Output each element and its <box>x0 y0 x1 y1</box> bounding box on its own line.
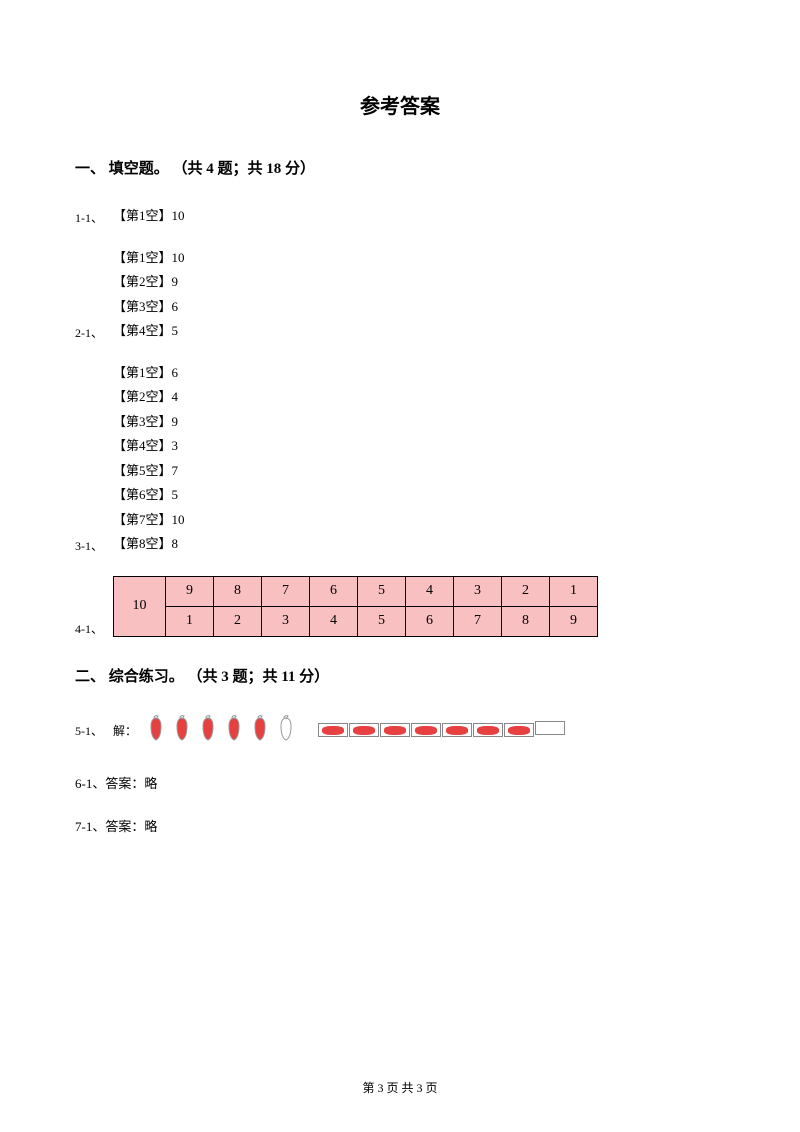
table-cell: 7 <box>454 606 502 636</box>
table-cell: 1 <box>166 606 214 636</box>
question-4-1: 4-1、 10 9 8 7 6 5 4 3 2 1 1 2 3 4 5 6 7 … <box>75 576 725 637</box>
table-row: 10 9 8 7 6 5 4 3 2 1 <box>114 576 598 606</box>
page-footer: 第 3 页 共 3 页 <box>0 1079 800 1096</box>
blank-item: 【第1空】10 <box>113 206 185 226</box>
solve-label: 解： <box>113 722 137 739</box>
blank-item: 【第1空】10 <box>113 248 185 268</box>
page-title: 参考答案 <box>75 90 725 119</box>
blank-item: 【第5空】7 <box>113 461 185 481</box>
pepper-icon <box>247 714 273 742</box>
pepper-group <box>143 714 299 747</box>
table-cell: 2 <box>502 576 550 606</box>
table-cell: 6 <box>406 606 454 636</box>
pepper-icon <box>221 714 247 742</box>
table-cell: 1 <box>550 576 598 606</box>
pepper-icon <box>143 714 169 742</box>
blank-item: 【第8空】8 <box>113 534 185 554</box>
table-cell: 6 <box>310 576 358 606</box>
pepper-icon <box>273 714 299 742</box>
blank-item: 【第7空】10 <box>113 510 185 530</box>
pepper-icon <box>195 714 221 742</box>
table-cell: 3 <box>454 576 502 606</box>
table-cell: 8 <box>502 606 550 636</box>
rect-group <box>317 721 565 740</box>
rect-icon <box>349 723 379 737</box>
table-cell: 9 <box>550 606 598 636</box>
blank-item: 【第1空】6 <box>113 363 185 383</box>
table-cell: 9 <box>166 576 214 606</box>
table-cell: 5 <box>358 606 406 636</box>
rect-icon <box>535 721 565 735</box>
qnum: 6-1、 <box>75 776 105 791</box>
table-cell: 4 <box>310 606 358 636</box>
qnum: 1-1、 <box>75 209 113 226</box>
table-cell: 8 <box>214 576 262 606</box>
blank-item: 【第2空】9 <box>113 272 185 292</box>
blank-item: 【第6空】5 <box>113 485 185 505</box>
table-cell: 3 <box>262 606 310 636</box>
section1-heading: 一、 填空题。 （共 4 题；共 18 分） <box>75 157 725 178</box>
blank-item: 【第4空】3 <box>113 436 185 456</box>
answer-omitted: 答案：略 <box>105 819 157 834</box>
question-2-1: 2-1、 【第1空】10 【第2空】9 【第3空】6 【第4空】5 <box>75 248 725 341</box>
rect-icon <box>473 723 503 737</box>
qnum: 7-1、 <box>75 819 105 834</box>
rect-icon <box>380 723 410 737</box>
question-3-1: 3-1、 【第1空】6 【第2空】4 【第3空】9 【第4空】3 【第5空】7 … <box>75 363 725 554</box>
answer-graphic: 解： <box>113 714 565 747</box>
table-cell: 4 <box>406 576 454 606</box>
blank-item: 【第3空】6 <box>113 297 185 317</box>
table-cell: 5 <box>358 576 406 606</box>
qnum: 4-1、 <box>75 620 113 637</box>
table-cell-ten: 10 <box>114 576 166 636</box>
qnum: 3-1、 <box>75 537 113 554</box>
blank-item: 【第2空】4 <box>113 387 185 407</box>
blank-list: 【第1空】10 <box>113 206 185 226</box>
question-1-1: 1-1、 【第1空】10 <box>75 206 725 226</box>
section2-heading: 二、 综合练习。 （共 3 题；共 11 分） <box>75 665 725 686</box>
rect-icon <box>504 723 534 737</box>
blank-item: 【第3空】9 <box>113 412 185 432</box>
blank-list: 【第1空】10 【第2空】9 【第3空】6 【第4空】5 <box>113 248 185 341</box>
pepper-icon <box>169 714 195 742</box>
rect-icon <box>442 723 472 737</box>
answer-omitted: 答案：略 <box>105 776 157 791</box>
table-cell: 2 <box>214 606 262 636</box>
blank-list: 【第1空】6 【第2空】4 【第3空】9 【第4空】3 【第5空】7 【第6空】… <box>113 363 185 554</box>
number-table: 10 9 8 7 6 5 4 3 2 1 1 2 3 4 5 6 7 8 9 <box>113 576 598 637</box>
table-row: 1 2 3 4 5 6 7 8 9 <box>114 606 598 636</box>
rect-icon <box>411 723 441 737</box>
qnum: 5-1、 <box>75 722 113 739</box>
question-6-1: 6-1、答案：略 <box>75 773 725 792</box>
table-cell: 7 <box>262 576 310 606</box>
qnum: 2-1、 <box>75 324 113 341</box>
blank-item: 【第4空】5 <box>113 321 185 341</box>
question-5-1: 5-1、 解： <box>75 714 725 747</box>
rect-icon <box>318 723 348 737</box>
question-7-1: 7-1、答案：略 <box>75 816 725 835</box>
